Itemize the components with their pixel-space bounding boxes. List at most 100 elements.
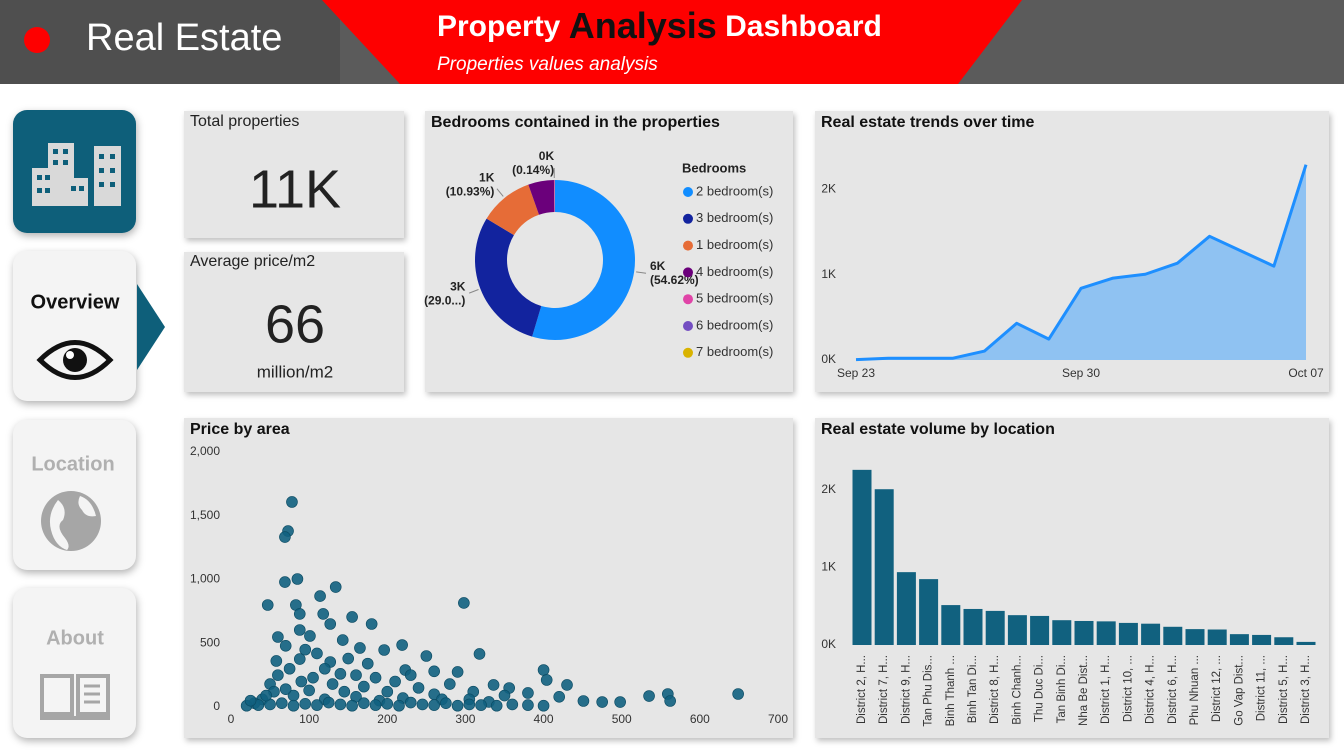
scatter-point bbox=[361, 657, 374, 670]
scatter-point bbox=[260, 689, 272, 702]
scatter-point bbox=[261, 599, 274, 611]
chart-title: Real estate trends over time bbox=[821, 114, 1035, 131]
x-tick-label: District 4, H... bbox=[1145, 655, 1157, 724]
bar bbox=[1207, 629, 1227, 645]
donut-slice bbox=[528, 180, 555, 215]
scatter-point bbox=[324, 618, 337, 630]
y-tick-label: 1K bbox=[821, 267, 836, 281]
y-tick-label: 0K bbox=[821, 352, 836, 366]
legend-swatch bbox=[683, 294, 693, 305]
scatter-point bbox=[475, 699, 487, 711]
scatter-point bbox=[537, 664, 550, 676]
scatter-point bbox=[304, 630, 316, 642]
scatter-point bbox=[350, 669, 362, 681]
bar bbox=[852, 469, 872, 645]
scatter-point bbox=[369, 671, 382, 684]
x-tick-label: Binh Thanh ... bbox=[945, 655, 957, 726]
scatter-point bbox=[338, 685, 351, 698]
y-tick-label: 0 bbox=[213, 699, 220, 713]
bar bbox=[1030, 615, 1050, 645]
bar bbox=[1274, 637, 1294, 645]
scatter-point bbox=[299, 643, 312, 656]
nav-label[interactable]: Location bbox=[31, 453, 114, 475]
x-tick-label: District 1, H... bbox=[1100, 655, 1112, 724]
legend-swatch bbox=[683, 321, 693, 331]
donut-slice bbox=[486, 184, 539, 236]
data-label: (0.14%) bbox=[512, 163, 554, 177]
data-label: (10.93%) bbox=[446, 185, 495, 199]
building-windows bbox=[37, 149, 115, 193]
y-tick-label: 2K bbox=[821, 482, 836, 496]
scatter-point bbox=[458, 597, 470, 609]
scatter-point bbox=[299, 698, 312, 710]
scatter-point bbox=[279, 531, 291, 543]
title-part: Dashboard bbox=[725, 10, 882, 43]
bar bbox=[963, 608, 983, 645]
scatter-point bbox=[420, 650, 433, 662]
scatter-point bbox=[279, 639, 292, 652]
bar bbox=[1229, 634, 1249, 645]
x-tick-label: District 3, H... bbox=[1300, 655, 1312, 724]
kpi-unit: million/m2 bbox=[257, 362, 334, 381]
scatter-point bbox=[577, 695, 590, 707]
x-tick-label: District 8, H... bbox=[989, 655, 1001, 724]
nav-label[interactable]: About bbox=[46, 627, 104, 649]
scatter-point bbox=[643, 690, 655, 702]
scatter-point bbox=[522, 699, 534, 711]
scatter-point bbox=[293, 608, 306, 620]
scatter-point bbox=[451, 666, 464, 678]
nav-label[interactable]: Overview bbox=[31, 291, 120, 313]
y-tick-label: 0K bbox=[821, 637, 836, 651]
leader-line bbox=[636, 271, 647, 274]
data-label: 6K bbox=[650, 259, 666, 273]
scatter-point bbox=[358, 680, 370, 693]
scatter-point bbox=[428, 699, 440, 711]
x-tick-label: Go Vap Dist... bbox=[1233, 655, 1245, 726]
x-tick-label: Oct 07 bbox=[1288, 366, 1324, 380]
area bbox=[856, 164, 1306, 360]
chart-title: Bedrooms contained in the properties bbox=[431, 114, 720, 131]
scatter-point bbox=[443, 678, 456, 690]
data-label: (29.0...) bbox=[424, 294, 465, 308]
scatter-point bbox=[490, 699, 503, 712]
header-banner bbox=[322, 0, 1022, 84]
scatter-point bbox=[318, 662, 331, 675]
bar bbox=[1185, 629, 1205, 645]
scatter-point bbox=[283, 662, 296, 675]
scatter-point bbox=[311, 647, 323, 660]
x-tick-label: 700 bbox=[768, 712, 788, 726]
y-tick-label: 1,000 bbox=[190, 572, 220, 586]
bar bbox=[1296, 641, 1316, 645]
y-tick-label: 2,000 bbox=[190, 444, 220, 458]
x-tick-label: 500 bbox=[612, 712, 632, 726]
kpi-label: Total properties bbox=[190, 113, 299, 130]
brand-dot bbox=[24, 27, 50, 53]
scatter-point bbox=[369, 699, 382, 711]
scatter-point bbox=[404, 696, 417, 709]
x-tick-label: Tan Phu Dis... bbox=[923, 655, 935, 727]
scatter-point bbox=[396, 639, 408, 651]
x-tick-label: District 6, H... bbox=[1167, 655, 1179, 724]
scatter-point bbox=[732, 688, 744, 700]
legend-swatch bbox=[683, 240, 693, 251]
scatter-point bbox=[381, 698, 394, 710]
nav-about[interactable] bbox=[13, 588, 136, 738]
scatter-point bbox=[286, 496, 298, 508]
x-tick-label: 300 bbox=[455, 712, 475, 726]
bar bbox=[1141, 623, 1161, 645]
scatter-point bbox=[346, 699, 358, 712]
legend-entry: 1 bedroom(s) bbox=[696, 237, 773, 252]
scatter-point bbox=[326, 678, 339, 690]
y-tick-label: 1,500 bbox=[190, 508, 220, 522]
leader-line bbox=[496, 188, 504, 197]
legend-swatch bbox=[683, 187, 693, 197]
scatter-point bbox=[272, 631, 284, 643]
x-tick-label: District 2, H... bbox=[856, 655, 868, 724]
x-tick-label: District 9, H... bbox=[900, 655, 912, 724]
data-label: 1K bbox=[479, 171, 495, 185]
x-tick-label: 600 bbox=[690, 712, 710, 726]
legend-entry: 5 bedroom(s) bbox=[696, 291, 773, 306]
scatter-point bbox=[522, 687, 534, 699]
scatter-point bbox=[336, 634, 349, 646]
scatter-point bbox=[537, 699, 550, 712]
